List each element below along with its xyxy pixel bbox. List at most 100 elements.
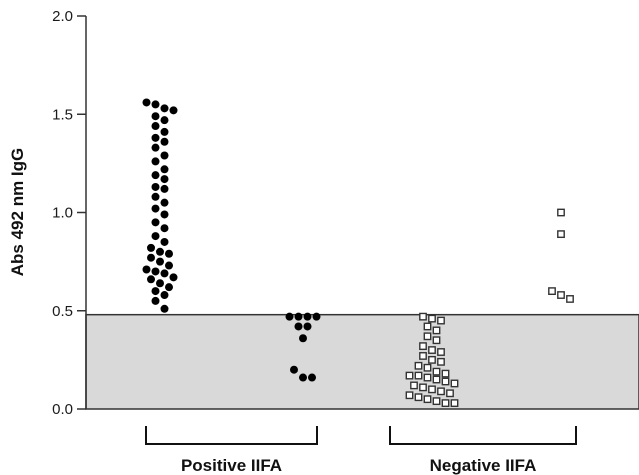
data-point: [428, 346, 436, 354]
data-point: [285, 312, 294, 321]
data-point: [147, 275, 155, 284]
group-brackets: Positive IIFA Negative IIFA: [145, 426, 577, 475]
data-point: [151, 267, 160, 276]
data-point: [165, 283, 173, 292]
data-point: [419, 312, 427, 321]
data-point: [557, 230, 565, 239]
data-point: [160, 224, 169, 233]
data-point: [432, 397, 441, 406]
y-tick-label: 0.0: [52, 401, 73, 418]
data-point: [432, 326, 441, 335]
data-point: [151, 157, 160, 166]
group-label: Positive IIFA: [181, 456, 282, 475]
data-point: [160, 269, 169, 278]
data-point: [423, 373, 432, 382]
data-point: [432, 375, 441, 384]
data-point: [151, 171, 160, 180]
data-point: [165, 261, 173, 270]
data-point: [308, 373, 316, 382]
data-point: [441, 377, 450, 386]
data-point: [437, 316, 445, 325]
data-point: [441, 369, 450, 378]
data-point: [147, 253, 155, 262]
data-point: [432, 367, 441, 376]
data-point: [423, 363, 432, 372]
data-point: [405, 391, 414, 400]
cutoff-shaded-region: [85, 313, 639, 410]
data-point: [151, 192, 160, 201]
data-point: [450, 399, 459, 408]
data-point: [548, 287, 556, 295]
y-axis-title: Abs 492 nm IgG: [8, 148, 27, 276]
data-point: [437, 348, 445, 356]
y-tick-label: 2.0: [52, 8, 73, 25]
y-tick-label: 1.5: [52, 106, 73, 123]
data-point: [405, 371, 414, 380]
data-point: [160, 237, 169, 246]
group-label: Negative IIFA: [430, 456, 537, 475]
data-point: [151, 100, 160, 109]
data-point: [303, 312, 312, 321]
group-bracket: [389, 426, 577, 445]
data-point: [151, 112, 160, 121]
data-point: [156, 247, 164, 256]
data-point: [160, 116, 169, 125]
data-point: [294, 312, 303, 321]
data-point: [419, 352, 427, 360]
data-point: [169, 273, 178, 282]
data-point: [557, 208, 565, 217]
data-point: [290, 365, 298, 374]
y-tick-label: 0.5: [52, 303, 73, 320]
data-point: [432, 336, 441, 345]
data-point: [414, 371, 423, 380]
data-point: [423, 395, 432, 404]
data-point: [160, 104, 169, 113]
data-point: [156, 279, 164, 288]
data-point: [414, 361, 423, 370]
data-point: [151, 143, 160, 152]
data-point: [160, 165, 169, 174]
group-bracket: [145, 426, 318, 445]
data-point: [419, 383, 427, 392]
data-point: [142, 98, 151, 107]
data-point: [156, 257, 164, 266]
data-point: [428, 355, 436, 364]
data-point: [423, 332, 432, 341]
data-point: [151, 296, 160, 305]
data-point: [160, 127, 169, 136]
data-point: [294, 322, 303, 331]
y-axis: 0.0 0.5 1.0 1.5 2.0: [52, 8, 87, 418]
data-point: [414, 393, 423, 402]
y-tick-label: 1.0: [52, 205, 73, 222]
data-point: [151, 218, 160, 227]
data-point: [566, 295, 574, 303]
data-point: [428, 314, 436, 323]
data-point: [151, 204, 160, 213]
data-point: [160, 137, 169, 146]
data-point: [151, 122, 160, 131]
data-point: [160, 304, 169, 313]
data-point: [446, 389, 454, 398]
data-point: [410, 381, 418, 390]
data-points: [142, 98, 574, 408]
data-point: [151, 133, 160, 142]
data-point: [312, 312, 321, 321]
data-point: [423, 322, 432, 331]
data-point: [437, 357, 445, 366]
data-point: [419, 342, 427, 351]
data-point: [151, 182, 160, 191]
data-point: [151, 232, 160, 241]
data-point: [160, 198, 169, 207]
data-point: [160, 291, 169, 300]
data-point: [557, 291, 565, 299]
data-point: [160, 184, 169, 193]
data-point: [441, 399, 450, 408]
data-point: [151, 287, 160, 296]
data-point: [147, 243, 155, 252]
data-point: [160, 151, 169, 160]
data-point: [437, 387, 445, 396]
data-point: [142, 265, 151, 274]
data-point: [169, 106, 178, 115]
data-point: [165, 249, 173, 258]
